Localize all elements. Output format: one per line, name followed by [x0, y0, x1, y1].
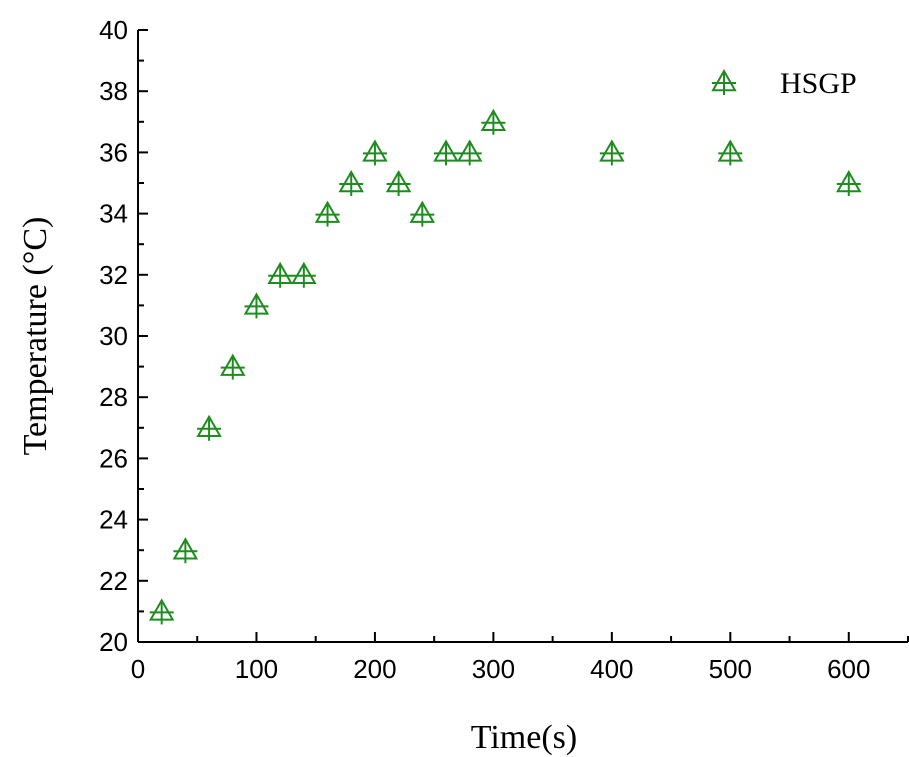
data-point	[836, 169, 862, 196]
data-point	[385, 169, 412, 196]
y-tick-label: 36	[99, 137, 128, 167]
x-tick-label: 100	[235, 654, 278, 684]
x-tick-label: 0	[131, 654, 145, 684]
data-point	[196, 414, 222, 441]
y-tick-label: 38	[99, 76, 128, 106]
legend-marker	[711, 68, 737, 95]
y-tick-label: 32	[99, 260, 128, 290]
data-point	[243, 292, 270, 319]
axes	[137, 30, 908, 643]
data-point	[314, 200, 341, 227]
y-tick-label: 20	[99, 627, 128, 657]
y-tick-label: 34	[99, 199, 128, 229]
x-tick-label: 300	[472, 654, 515, 684]
y-tick-label: 40	[99, 15, 128, 45]
data-point	[338, 169, 364, 196]
data-point	[362, 139, 388, 166]
data-point	[717, 139, 744, 166]
y-tick-label: 22	[99, 566, 128, 596]
legend: HSGP	[711, 67, 857, 100]
y-axis-ticks: 20 22 24 26 28 30 32 34 36 38 40	[99, 15, 148, 657]
x-tick-label: 200	[353, 654, 396, 684]
data-point	[148, 598, 175, 625]
data-point	[220, 353, 246, 380]
data-point	[409, 200, 436, 227]
y-tick-label: 28	[99, 382, 128, 412]
y-tick-label: 30	[99, 321, 128, 351]
y-tick-label: 24	[99, 505, 128, 535]
x-tick-label: 400	[590, 654, 633, 684]
data-point	[291, 261, 317, 288]
data-point	[267, 261, 293, 288]
x-axis-title: Time(s)	[471, 719, 577, 756]
x-axis-ticks: 0 100 200 300 400 500 600	[131, 632, 909, 684]
legend-label: HSGP	[780, 67, 857, 100]
x-tick-label: 500	[709, 654, 752, 684]
y-tick-label: 26	[99, 443, 128, 473]
data-point	[480, 108, 507, 135]
y-axis-title: Temperature (°C)	[17, 217, 54, 456]
data-point	[433, 139, 459, 166]
x-tick-label: 600	[827, 654, 870, 684]
data-points	[148, 108, 862, 625]
data-point	[172, 537, 199, 564]
data-point	[599, 139, 625, 166]
data-point	[456, 139, 483, 166]
